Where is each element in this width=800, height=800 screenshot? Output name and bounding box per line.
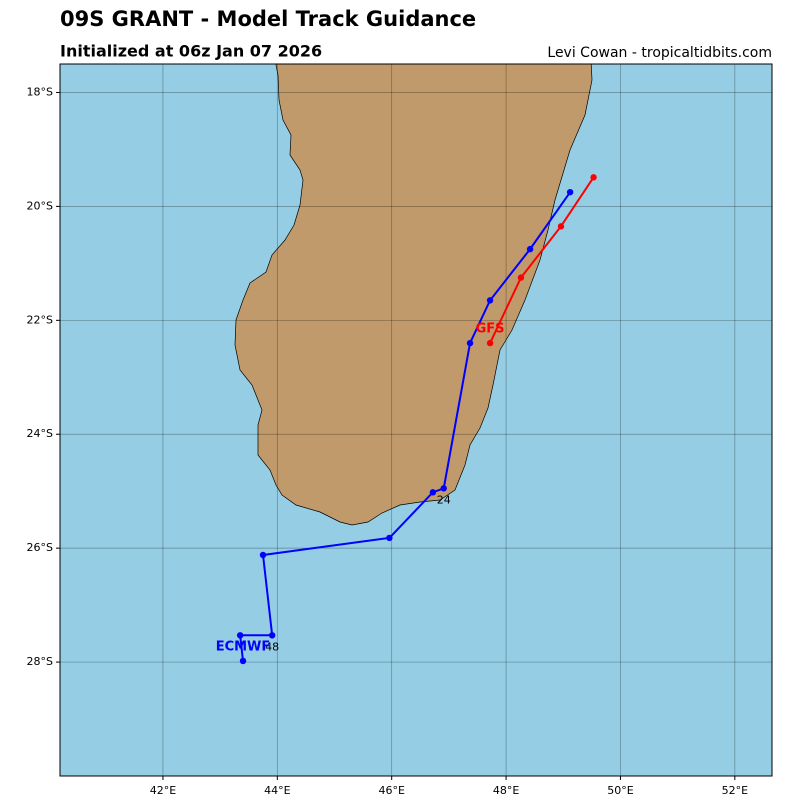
track-point [429, 489, 437, 496]
lat-tick-label: 28°S [27, 655, 53, 668]
track-point [517, 274, 525, 281]
track-point [486, 297, 494, 304]
lon-tick-label: 50°E [607, 784, 633, 797]
track-point [486, 339, 494, 347]
track-point [268, 632, 276, 639]
track-point [239, 657, 247, 665]
land [234, 64, 593, 526]
track-point [526, 245, 534, 253]
lat-tick-label: 24°S [27, 427, 53, 440]
lat-tick-label: 22°S [27, 313, 53, 326]
track-point [440, 485, 447, 492]
lat-tick-label: 20°S [27, 199, 53, 212]
credit: Levi Cowan - tropicaltidbits.com [547, 45, 772, 61]
track-name: GFS [476, 322, 505, 337]
lon-tick-label: 48°E [493, 784, 519, 797]
lon-tick-label: 42°E [150, 784, 176, 797]
hour-label: 48 [265, 640, 279, 653]
track-point [259, 551, 267, 559]
lon-tick-label: 44°E [264, 784, 290, 797]
track-point [236, 632, 244, 639]
hour-label: 24 [437, 493, 451, 506]
subtitle: Initialized at 06z Jan 07 2026 [60, 42, 322, 61]
track-point [590, 174, 597, 181]
lon-tick-label: 46°E [378, 784, 404, 797]
title: 09S GRANT - Model Track Guidance [60, 7, 476, 31]
track-point [557, 223, 565, 230]
lat-tick-label: 26°S [27, 541, 53, 554]
track-name: ECMWF [216, 639, 271, 654]
lon-tick-label: 52°E [722, 784, 748, 797]
lat-tick-label: 18°S [27, 85, 53, 98]
track-point [466, 339, 474, 347]
track-point [566, 188, 574, 196]
track-line [489, 176, 595, 344]
map-frame [59, 63, 773, 777]
track-point [386, 534, 393, 542]
